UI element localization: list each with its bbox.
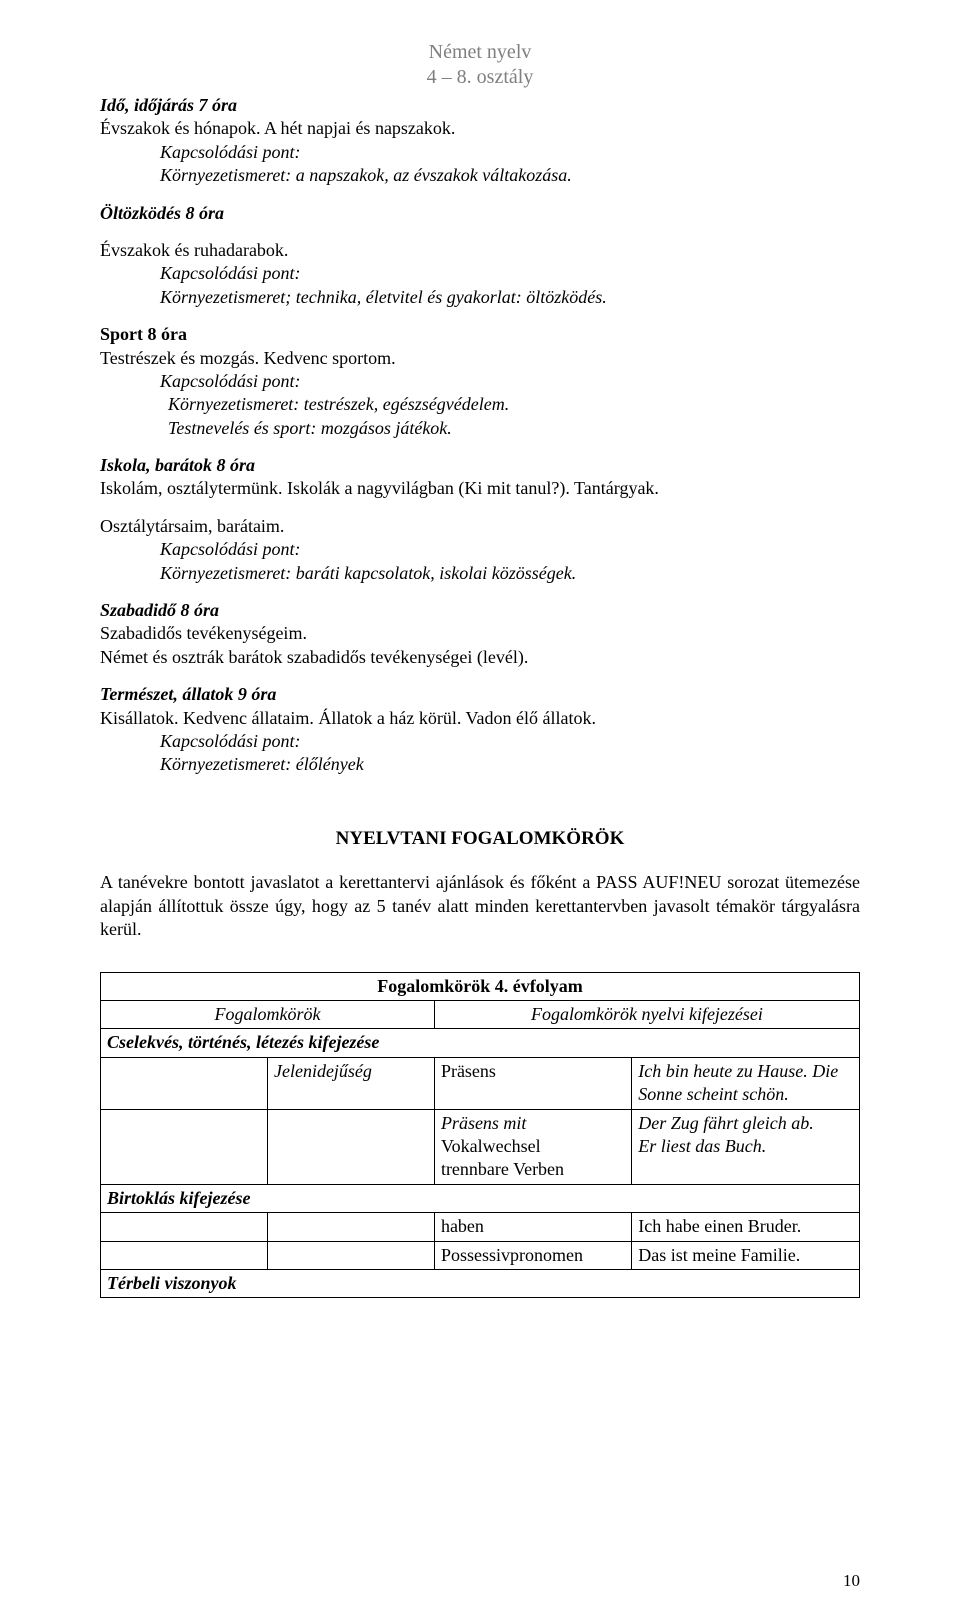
- ido-kp-text: Környezetismeret: a napszakok, az évszak…: [160, 164, 860, 187]
- sport-kp-text2: Testnevelés és sport: mozgásos játékok.: [168, 417, 860, 440]
- r2c1: [101, 1109, 268, 1184]
- table-title-cell: Fogalomkörök 4. évfolyam: [101, 972, 860, 1000]
- table-title-row: Fogalomkörök 4. évfolyam: [101, 972, 860, 1000]
- r2c4: Der Zug fährt gleich ab. Er liest das Bu…: [632, 1109, 860, 1184]
- ido-kp-label: Kapcsolódási pont:: [160, 141, 860, 164]
- table-group2-row: Birtoklás kifejezése: [101, 1184, 860, 1212]
- grammar-intro: A tanévekre bontott javaslatot a keretta…: [100, 871, 860, 941]
- iskola-kp-text: Környezetismeret: baráti kapcsolatok, is…: [160, 562, 860, 585]
- oltozkodes-kp-label: Kapcsolódási pont:: [160, 262, 860, 285]
- table-group3-row: Térbeli viszonyok: [101, 1269, 860, 1297]
- table-row-2: Präsens mit Vokalwechsel trennbare Verbe…: [101, 1109, 860, 1184]
- sport-kp-label: Kapcsolódási pont:: [160, 370, 860, 393]
- r1c3: Präsens: [434, 1057, 631, 1109]
- table-header-right: Fogalomkörök nyelvi kifejezései: [434, 1001, 859, 1029]
- section-title-szabadido: Szabadidő 8 óra: [100, 599, 860, 622]
- szabadido-line2: Német és osztrák barátok szabadidős tevé…: [100, 646, 860, 669]
- section-oltozkodes: Öltözködés 8 óra: [100, 202, 860, 225]
- section-ido: Idő, időjárás 7 óra Évszakok és hónapok.…: [100, 94, 860, 188]
- grammar-heading: NYELVTANI FOGALOMKÖRÖK: [100, 827, 860, 852]
- page-container: Német nyelv 4 – 8. osztály Idő, időjárás…: [0, 0, 960, 1612]
- iskola-line1: Iskolám, osztálytermünk. Iskolák a nagyv…: [100, 477, 860, 500]
- section-termeszet: Természet, állatok 9 óra Kisállatok. Ked…: [100, 683, 860, 777]
- table-group1-row: Cselekvés, történés, létezés kifejezése: [101, 1029, 860, 1057]
- header-line2: 4 – 8. osztály: [100, 65, 860, 90]
- sport-line1: Testrészek és mozgás. Kedvenc sportom.: [100, 347, 860, 370]
- r2c4a: Der Zug fährt gleich ab.: [638, 1113, 814, 1133]
- szabadido-line1: Szabadidős tevékenységeim.: [100, 622, 860, 645]
- r4c4: Das ist meine Familie.: [632, 1241, 860, 1269]
- r2c2: [267, 1109, 434, 1184]
- r1c2: Jelenidejűség: [267, 1057, 434, 1109]
- table-row-3: haben Ich habe einen Bruder.: [101, 1213, 860, 1241]
- oltozkodes-body: Évszakok és ruhadarabok. Kapcsolódási po…: [100, 239, 860, 309]
- r3c3: haben: [434, 1213, 631, 1241]
- r1c4: Ich bin heute zu Hause. Die Sonne schein…: [632, 1057, 860, 1109]
- r2c3b: Vokalwechsel: [441, 1136, 541, 1156]
- iskola-kp-label: Kapcsolódási pont:: [160, 538, 860, 561]
- section-title-sport: Sport 8 óra: [100, 324, 187, 344]
- iskola-line2: Osztálytársaim, barátaim.: [100, 515, 860, 538]
- iskola-body2: Osztálytársaim, barátaim. Kapcsolódási p…: [100, 515, 860, 585]
- section-sport: Sport 8 óra Testrészek és mozgás. Kedven…: [100, 323, 860, 440]
- r2c3: Präsens mit Vokalwechsel trennbare Verbe…: [434, 1109, 631, 1184]
- ido-kp-text-span: Környezetismeret: a napszakok, az évszak…: [160, 165, 572, 185]
- sport-kp-text1: Környezetismeret: testrészek, egészségvé…: [168, 393, 860, 416]
- termeszet-kp-text: Környezetismeret: élőlények: [160, 753, 860, 776]
- page-number: 10: [843, 1570, 860, 1592]
- page-header: Német nyelv 4 – 8. osztály: [100, 40, 860, 90]
- table-header-left: Fogalomkörök: [101, 1001, 435, 1029]
- section-title-termeszet: Természet, állatok 9 óra: [100, 683, 860, 706]
- table-group1: Cselekvés, történés, létezés kifejezése: [101, 1029, 860, 1057]
- section-title-ido: Idő, időjárás 7 óra: [100, 94, 860, 117]
- table-row-4: Possessivpronomen Das ist meine Familie.: [101, 1241, 860, 1269]
- r4c2: [267, 1241, 434, 1269]
- ido-line1: Évszakok és hónapok. A hét napjai és nap…: [100, 117, 860, 140]
- table-row-1: Jelenidejűség Präsens Ich bin heute zu H…: [101, 1057, 860, 1109]
- oltozkodes-line1: Évszakok és ruhadarabok.: [100, 239, 860, 262]
- section-title-oltozkodes: Öltözködés 8 óra: [100, 202, 860, 225]
- termeszet-line1: Kisállatok. Kedvenc állataim. Állatok a …: [100, 707, 860, 730]
- r4c3: Possessivpronomen: [434, 1241, 631, 1269]
- oltozkodes-kp-text: Környezetismeret; technika, életvitel és…: [160, 286, 860, 309]
- r3c4: Ich habe einen Bruder.: [632, 1213, 860, 1241]
- section-szabadido: Szabadidő 8 óra Szabadidős tevékenységei…: [100, 599, 860, 669]
- section-title-iskola: Iskola, barátok 8 óra: [100, 454, 860, 477]
- r3c2: [267, 1213, 434, 1241]
- r4c1: [101, 1241, 268, 1269]
- r1c1: [101, 1057, 268, 1109]
- table-group3: Térbeli viszonyok: [101, 1269, 860, 1297]
- termeszet-kp-label: Kapcsolódási pont:: [160, 730, 860, 753]
- r2c4b: Er liest das Buch.: [638, 1136, 766, 1156]
- section-iskola: Iskola, barátok 8 óra Iskolám, osztályte…: [100, 454, 860, 501]
- table-header-row: Fogalomkörök Fogalomkörök nyelvi kifejez…: [101, 1001, 860, 1029]
- header-line1: Német nyelv: [100, 40, 860, 65]
- concepts-table: Fogalomkörök 4. évfolyam Fogalomkörök Fo…: [100, 972, 860, 1299]
- r3c1: [101, 1213, 268, 1241]
- r2c3c: trennbare Verben: [441, 1159, 564, 1179]
- table-group2: Birtoklás kifejezése: [101, 1184, 860, 1212]
- r2c3a: Präsens mit: [441, 1113, 527, 1133]
